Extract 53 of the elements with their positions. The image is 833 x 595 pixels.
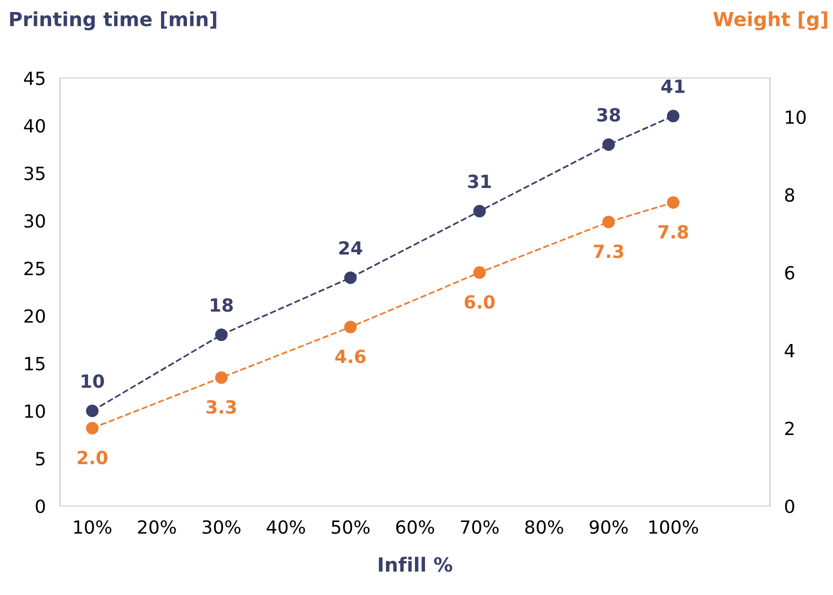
x-tick-label: 40% [266, 520, 305, 534]
data-label: 6.0 [464, 295, 495, 309]
data-label: 18 [210, 298, 233, 312]
data-label: 7.3 [594, 244, 624, 258]
point [473, 266, 486, 279]
y-tick-label: 30 [24, 214, 45, 228]
y-tick-label: 25 [24, 262, 45, 276]
data-label: 41 [661, 80, 685, 93]
point [666, 196, 680, 209]
x-tick-label: 90% [590, 520, 628, 534]
y-tick-label: 10 [25, 404, 45, 418]
y2-tick-label: 2 [785, 422, 794, 436]
y-tick-label: 40 [24, 119, 45, 133]
point [602, 216, 615, 228]
point [666, 110, 680, 122]
point [215, 371, 228, 384]
point [344, 320, 357, 334]
point [473, 204, 486, 218]
y2-axis-title: Weight [g] [713, 11, 828, 30]
point [602, 138, 615, 151]
data-label: 7.8 [658, 225, 688, 239]
data-label: 2.0 [78, 450, 108, 464]
y-tick-label: 15 [25, 357, 45, 370]
x-tick-label: 30% [202, 520, 240, 534]
point [344, 271, 357, 284]
point [86, 422, 99, 434]
y-tick-label: 35 [24, 166, 45, 180]
y2-tick-label: 6 [785, 266, 794, 280]
point [215, 328, 228, 342]
x-tick-label: 100% [649, 520, 698, 534]
y2-tick-label: 8 [785, 188, 794, 202]
x-axis-title: Infill % [378, 556, 452, 572]
y-tick-label: 45 [24, 72, 45, 86]
x-tick-label: 20% [138, 520, 176, 534]
x-tick-label: 80% [525, 520, 564, 534]
y2-tick-label: 10 [786, 110, 806, 124]
data-label: 31 [468, 174, 491, 188]
data-label: 4.6 [335, 350, 366, 364]
data-label: 24 [339, 241, 362, 255]
y2-tick-label: 0 [785, 499, 794, 514]
y-tick-label: 5 [36, 452, 45, 466]
x-tick-label: 50% [332, 520, 370, 534]
data-label: 38 [597, 108, 620, 122]
y-axis-title: Printing time [min] [10, 11, 216, 30]
x-tick-label: 70% [460, 520, 499, 534]
y2-tick-label: 4 [784, 344, 794, 358]
point [86, 404, 99, 418]
y-tick-label: 0 [36, 499, 45, 514]
x-tick-label: 10% [74, 520, 112, 534]
data-label: 3.3 [206, 400, 236, 414]
y-tick-label: 20 [24, 309, 45, 323]
x-tick-label: 60% [396, 520, 434, 534]
data-label: 10 [82, 374, 104, 388]
